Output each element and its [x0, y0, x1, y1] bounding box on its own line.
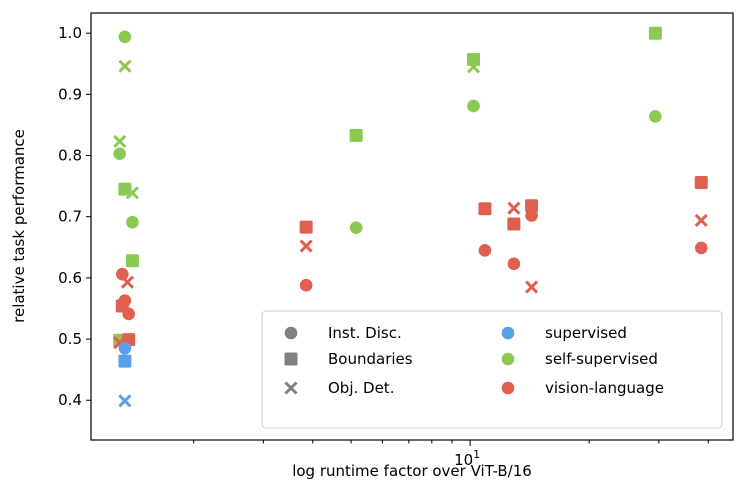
- point-self-supervised-x: [125, 186, 139, 200]
- point-self-supervised-circle: [349, 221, 363, 235]
- point-self-supervised-square: [648, 26, 662, 40]
- point-vision-language-circle: [299, 278, 313, 292]
- point-vision-language-circle: [525, 209, 538, 222]
- y-axis: 0.4 0.5 0.6 0.7 0.8 0.9 1.0: [58, 24, 91, 409]
- legend-label: Obj. Det.: [328, 379, 394, 397]
- legend-swatch-supervised: [501, 326, 515, 340]
- x-axis: 101: [193, 440, 709, 469]
- point-self-supervised-circle: [118, 30, 132, 44]
- point-vision-language-square: [694, 175, 708, 189]
- point-vision-language-square: [507, 217, 521, 231]
- data-points: [113, 26, 708, 408]
- legend-label: Inst. Disc.: [328, 324, 402, 342]
- y-tick-label: 1.0: [58, 24, 82, 42]
- point-self-supervised-x: [118, 59, 132, 73]
- point-supervised-square: [118, 354, 132, 368]
- legend-label: Boundaries: [328, 350, 413, 368]
- point-supervised-circle: [118, 341, 132, 355]
- point-vision-language-circle: [116, 267, 129, 281]
- legend-label: vision-language: [545, 379, 664, 397]
- y-tick-label: 0.6: [58, 269, 82, 287]
- y-tick-label: 0.4: [58, 391, 82, 409]
- point-self-supervised-circle: [126, 215, 139, 229]
- legend-marker-square: [284, 352, 298, 366]
- y-tick-label: 0.5: [58, 330, 82, 348]
- legend-label: supervised: [545, 324, 627, 342]
- plot-frame: [90, 12, 734, 441]
- legend-swatch-self-supervised: [501, 352, 515, 366]
- y-tick-label: 0.7: [58, 208, 82, 226]
- point-vision-language-circle: [694, 241, 708, 255]
- point-vision-language-square: [299, 220, 313, 234]
- y-axis-label: relative task performance: [10, 129, 28, 323]
- legend-marker-circle: [284, 326, 298, 340]
- point-self-supervised-square: [349, 128, 363, 142]
- point-vision-language-square: [478, 202, 492, 216]
- point-self-supervised-circle: [649, 110, 662, 123]
- x-tick-base: 10: [454, 451, 473, 469]
- legend-swatch-vision-language: [501, 381, 515, 395]
- point-vision-language-circle: [478, 244, 492, 257]
- point-self-supervised-circle: [113, 147, 126, 161]
- point-vision-language-circle: [507, 257, 521, 271]
- y-tick-label: 0.8: [58, 147, 82, 165]
- x-tick-label: 101: [454, 448, 480, 469]
- point-self-supervised-x: [113, 134, 127, 149]
- x-tick-exponent: 1: [473, 448, 480, 461]
- point-vision-language-x: [507, 201, 521, 215]
- point-self-supervised-circle: [467, 99, 480, 113]
- point-vision-language-x: [694, 213, 708, 227]
- point-supervised-x: [118, 394, 132, 408]
- point-vision-language-x: [299, 239, 313, 253]
- point-self-supervised-x: [466, 60, 481, 74]
- point-vision-language-circle: [122, 307, 136, 321]
- point-vision-language-square: [525, 199, 539, 213]
- legend: Inst. Disc. Boundaries Obj. Det. supervised…: [261, 310, 723, 429]
- legend-box: [261, 310, 723, 429]
- legend-marker-x: [284, 381, 298, 395]
- point-vision-language-x: [525, 280, 539, 294]
- point-self-supervised-square: [118, 182, 132, 196]
- point-self-supervised-square: [125, 254, 139, 268]
- legend-label: self-supervised: [545, 350, 658, 368]
- y-tick-label: 0.9: [58, 85, 82, 103]
- point-vision-language-x: [120, 275, 135, 289]
- x-axis-label: log runtime factor over ViT-B/16: [292, 462, 532, 480]
